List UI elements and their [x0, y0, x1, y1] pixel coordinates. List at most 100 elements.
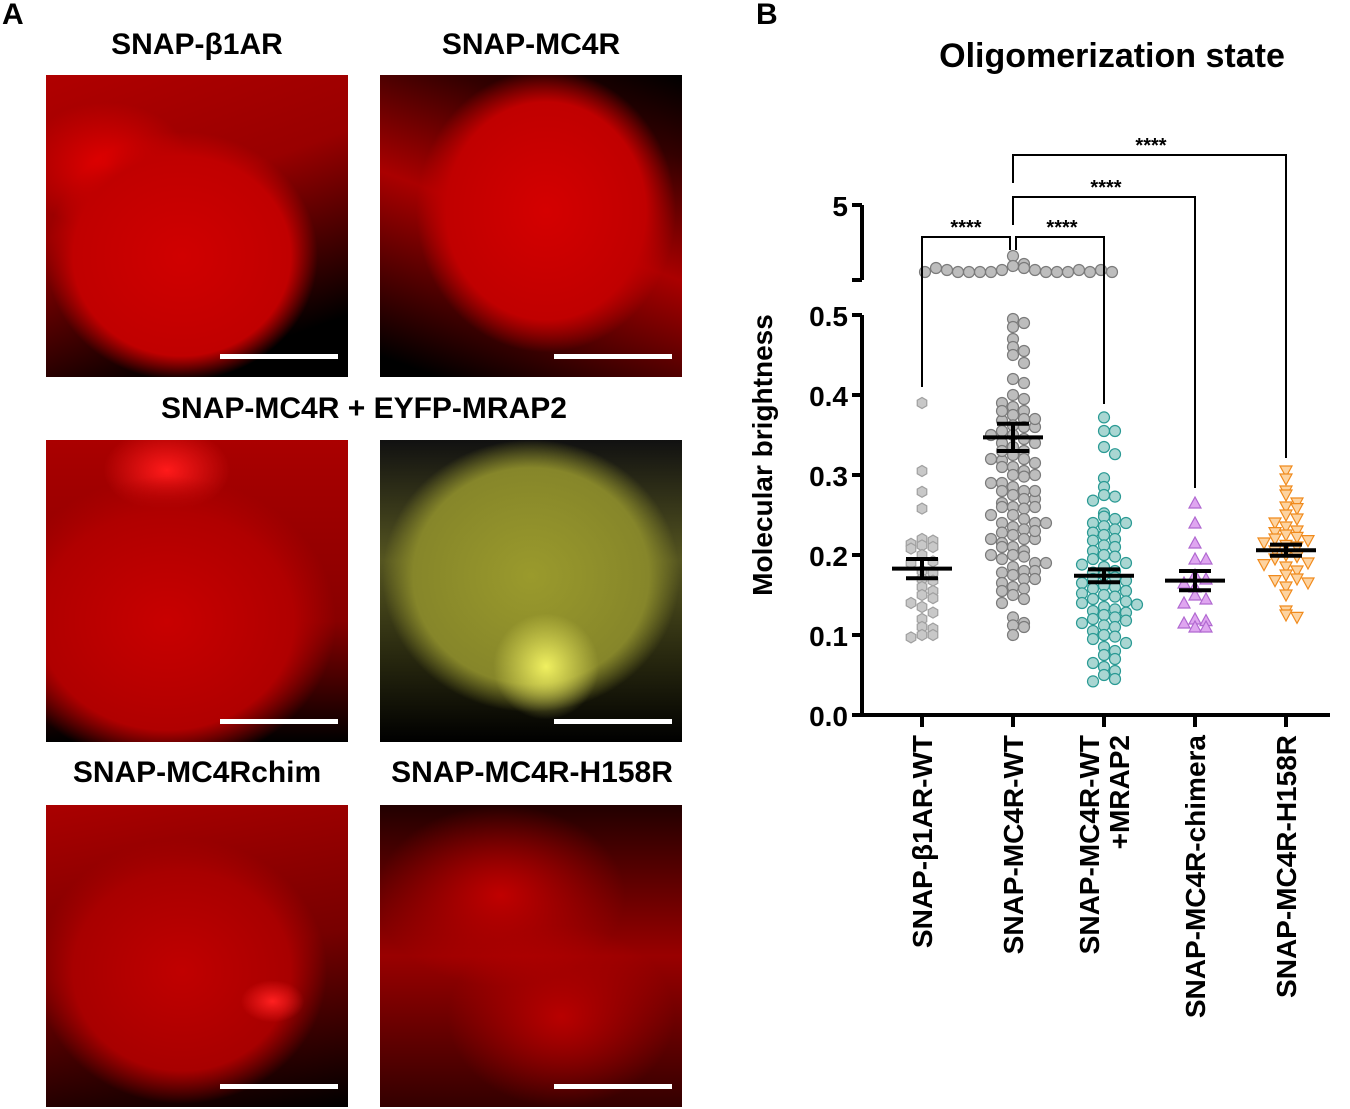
data-point [1006, 588, 1020, 602]
data-point [995, 526, 1009, 539]
panel-b-label: B [756, 0, 778, 31]
image-title-mc4r: SNAP-MC4R [441, 28, 621, 61]
y-axis-label: Molecular brightness [747, 314, 778, 596]
data-point [1086, 612, 1100, 626]
data-point [940, 263, 954, 277]
data-point [1256, 558, 1272, 572]
data-point [927, 540, 939, 554]
data-point [995, 552, 1009, 566]
data-point [1267, 533, 1283, 547]
data-point [1017, 502, 1031, 515]
data-point [1176, 595, 1192, 609]
data-point [1187, 619, 1203, 633]
data-point [1097, 440, 1111, 454]
data-point [1278, 465, 1294, 479]
data-point [916, 464, 928, 478]
data-point [916, 600, 928, 614]
scale-bar [220, 1084, 338, 1089]
data-point [916, 628, 928, 642]
data-point [1097, 411, 1111, 424]
x-tick-label: SNAP-MC4R-WT [1074, 735, 1105, 954]
data-point [1006, 388, 1020, 402]
data-point [927, 628, 939, 642]
x-tick-label: SNAP-MC4R-chimera [1180, 735, 1211, 1019]
data-point [1097, 648, 1111, 662]
data-point [1061, 265, 1075, 279]
data-point [1017, 356, 1031, 370]
data-point [995, 484, 1009, 498]
data-point [916, 502, 928, 515]
y-tick-label: 0.0 [809, 701, 848, 732]
data-point [1006, 508, 1020, 522]
data-point [1278, 561, 1294, 575]
data-point [1028, 500, 1042, 514]
x-tick-label: SNAP-β1AR-WT [907, 735, 938, 948]
data-point [995, 540, 1009, 554]
data-point [1050, 265, 1064, 279]
data-point [1075, 576, 1089, 590]
data-point [1028, 524, 1042, 538]
data-point [1006, 528, 1020, 542]
data-point [962, 265, 976, 279]
data-point [1097, 528, 1111, 542]
data-point [1028, 484, 1042, 498]
data-point [1006, 249, 1020, 263]
data-point [1176, 615, 1192, 629]
data-point [1108, 550, 1122, 563]
data-point [905, 631, 917, 644]
data-point [951, 265, 965, 279]
data-point [995, 566, 1009, 579]
data-point [1278, 529, 1294, 543]
micrograph-h158r [380, 805, 682, 1107]
data-point [1198, 619, 1214, 633]
data-point [1267, 574, 1283, 588]
data-point [1278, 489, 1294, 503]
data-point [1097, 588, 1111, 602]
image-title-b1ar: SNAP-β1AR [111, 28, 283, 61]
data-point [1075, 596, 1089, 610]
data-point [1187, 551, 1203, 565]
data-point [1028, 456, 1042, 470]
significance-label: **** [950, 217, 981, 239]
data-point [1086, 592, 1100, 606]
data-point [1289, 573, 1305, 587]
data-point [1006, 468, 1020, 482]
data-point [1006, 372, 1020, 386]
data-point [1289, 513, 1305, 527]
data-point [1108, 490, 1122, 503]
data-point [1086, 534, 1100, 547]
data-point [1097, 488, 1111, 502]
y-tick-label: 0.3 [809, 461, 848, 492]
data-point [916, 485, 928, 498]
chart-title: Oligomerization state [939, 37, 1285, 75]
data-point [1108, 672, 1122, 686]
data-point [1028, 468, 1042, 482]
data-point [1289, 565, 1305, 579]
data-point [1097, 548, 1111, 562]
data-point [1097, 608, 1111, 622]
data-point [1086, 494, 1100, 507]
data-point [1075, 558, 1089, 571]
data-point [1278, 473, 1294, 487]
data-point [1108, 652, 1122, 666]
data-point [1028, 572, 1042, 586]
data-point [1119, 584, 1133, 598]
significance-bracket [1012, 154, 1287, 458]
data-point [1108, 590, 1122, 603]
x-tick-label: +MRAP2 [1104, 735, 1135, 849]
data-point [1130, 598, 1144, 611]
data-point [1017, 261, 1031, 275]
scale-bar [220, 354, 338, 359]
significance-bracket [921, 236, 1011, 387]
y-tick-label: 0.5 [809, 301, 848, 332]
data-point [1075, 616, 1089, 630]
data-point [1006, 548, 1020, 562]
data-point [1289, 525, 1305, 539]
data-point [1083, 265, 1097, 279]
data-point [1028, 412, 1042, 426]
panel-a-label: A [2, 0, 24, 31]
data-point [905, 596, 917, 610]
image-title-mc4rchim: SNAP-MC4Rchim [72, 756, 322, 789]
x-tick-label: SNAP-MC4R-WT [998, 735, 1029, 954]
data-point [1039, 556, 1053, 570]
